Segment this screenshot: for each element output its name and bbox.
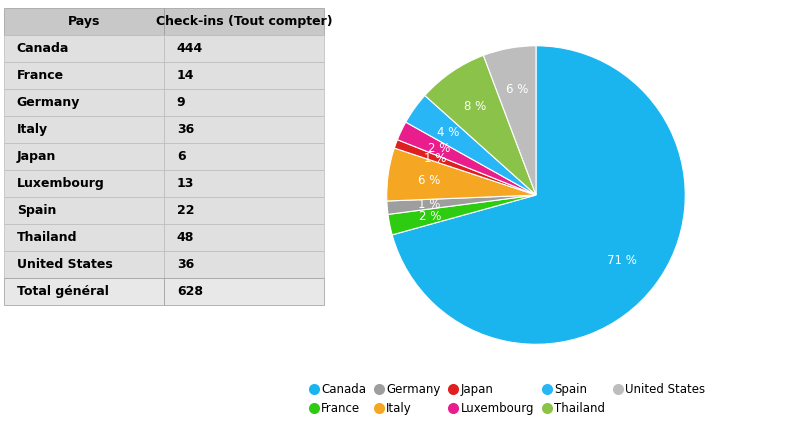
Wedge shape bbox=[387, 195, 536, 215]
Text: 2 %: 2 % bbox=[428, 142, 450, 155]
Wedge shape bbox=[394, 139, 536, 195]
Text: 4 %: 4 % bbox=[438, 126, 460, 139]
Wedge shape bbox=[398, 122, 536, 195]
Wedge shape bbox=[483, 46, 536, 195]
Text: 71 %: 71 % bbox=[606, 254, 637, 267]
Legend: Canada, France, Germany, Italy, Japan, Luxembourg, Spain, Thailand, United State: Canada, France, Germany, Italy, Japan, L… bbox=[307, 379, 709, 418]
Wedge shape bbox=[388, 195, 536, 235]
Text: 1 %: 1 % bbox=[424, 152, 446, 165]
Wedge shape bbox=[386, 148, 536, 201]
Wedge shape bbox=[425, 56, 536, 195]
Text: 6 %: 6 % bbox=[506, 83, 528, 96]
Text: 8 %: 8 % bbox=[464, 100, 486, 113]
Wedge shape bbox=[392, 46, 686, 344]
Wedge shape bbox=[406, 95, 536, 195]
Text: 1 %: 1 % bbox=[418, 198, 440, 211]
Text: 2 %: 2 % bbox=[419, 210, 442, 223]
Text: 6 %: 6 % bbox=[418, 173, 441, 187]
